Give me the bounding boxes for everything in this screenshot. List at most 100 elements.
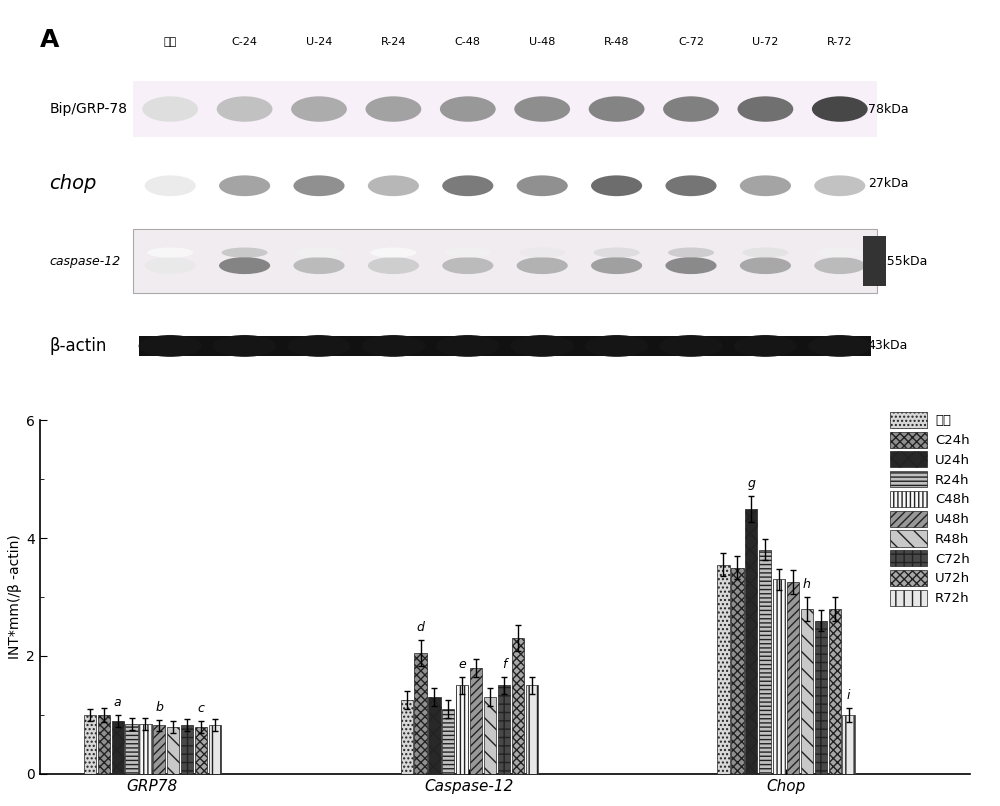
Ellipse shape <box>366 96 421 122</box>
Ellipse shape <box>817 247 863 258</box>
Text: d: d <box>417 621 425 634</box>
Bar <box>195 727 207 774</box>
Ellipse shape <box>222 247 268 258</box>
Ellipse shape <box>436 335 499 357</box>
Text: U-72: U-72 <box>752 37 779 47</box>
Ellipse shape <box>591 176 642 196</box>
Ellipse shape <box>219 176 270 196</box>
Ellipse shape <box>442 176 493 196</box>
Bar <box>98 715 110 774</box>
Ellipse shape <box>291 96 347 122</box>
Text: c: c <box>198 702 205 715</box>
Text: U-24: U-24 <box>306 37 332 47</box>
Text: h: h <box>803 578 811 591</box>
Text: i: i <box>847 689 850 702</box>
Text: Bip/GRP-78: Bip/GRP-78 <box>49 102 127 116</box>
Ellipse shape <box>368 257 419 274</box>
Ellipse shape <box>139 335 202 357</box>
Ellipse shape <box>812 96 868 122</box>
Text: 42.55kDa: 42.55kDa <box>868 255 928 268</box>
Text: 78kDa: 78kDa <box>868 102 908 115</box>
Ellipse shape <box>445 247 491 258</box>
Ellipse shape <box>659 335 723 357</box>
Bar <box>84 715 96 774</box>
Bar <box>125 724 138 774</box>
Ellipse shape <box>219 257 270 274</box>
Ellipse shape <box>814 176 865 196</box>
Ellipse shape <box>742 247 788 258</box>
Bar <box>773 580 785 774</box>
Text: f: f <box>502 658 506 671</box>
Ellipse shape <box>147 247 193 258</box>
Text: C-48: C-48 <box>455 37 481 47</box>
Ellipse shape <box>594 247 640 258</box>
Ellipse shape <box>665 257 717 274</box>
Ellipse shape <box>440 96 496 122</box>
Ellipse shape <box>740 176 791 196</box>
Ellipse shape <box>517 176 568 196</box>
Text: chop: chop <box>49 174 97 193</box>
Bar <box>815 621 827 774</box>
Ellipse shape <box>517 257 568 274</box>
Text: A: A <box>40 27 59 52</box>
Text: caspase-12: caspase-12 <box>49 255 121 268</box>
Y-axis label: INT*mm(/β -actin): INT*mm(/β -actin) <box>8 534 22 659</box>
Ellipse shape <box>589 96 645 122</box>
Text: R-24: R-24 <box>381 37 406 47</box>
Bar <box>526 685 538 774</box>
Ellipse shape <box>362 335 425 357</box>
Bar <box>731 567 744 774</box>
Bar <box>717 564 730 774</box>
Bar <box>745 509 757 774</box>
Text: R-72: R-72 <box>827 37 853 47</box>
Bar <box>139 724 152 774</box>
Bar <box>133 229 877 293</box>
Ellipse shape <box>217 96 272 122</box>
Bar <box>139 336 871 355</box>
Bar <box>863 236 886 286</box>
Bar <box>414 653 427 774</box>
Ellipse shape <box>142 96 198 122</box>
Ellipse shape <box>442 257 493 274</box>
Bar <box>829 609 841 774</box>
Text: b: b <box>155 700 163 713</box>
Text: 27kDa: 27kDa <box>868 177 908 189</box>
Text: 43kDa: 43kDa <box>868 339 908 352</box>
Bar <box>512 638 524 774</box>
Text: e: e <box>458 658 466 671</box>
Bar <box>759 550 771 774</box>
Ellipse shape <box>145 176 196 196</box>
Ellipse shape <box>519 247 565 258</box>
Ellipse shape <box>591 257 642 274</box>
Bar <box>112 721 124 774</box>
Ellipse shape <box>368 176 419 196</box>
Text: β-actin: β-actin <box>49 337 107 355</box>
Bar <box>456 685 468 774</box>
Text: C-72: C-72 <box>678 37 704 47</box>
Ellipse shape <box>663 96 719 122</box>
Bar <box>498 685 510 774</box>
Ellipse shape <box>665 176 717 196</box>
Bar <box>181 725 193 774</box>
Ellipse shape <box>738 96 793 122</box>
Bar <box>470 667 482 774</box>
Ellipse shape <box>814 257 865 274</box>
Bar <box>133 81 877 137</box>
Text: U-48: U-48 <box>529 37 555 47</box>
Ellipse shape <box>808 335 871 357</box>
Ellipse shape <box>734 335 797 357</box>
Bar <box>787 582 799 774</box>
Bar <box>801 609 813 774</box>
Ellipse shape <box>145 257 196 274</box>
Ellipse shape <box>370 247 416 258</box>
Bar <box>153 725 165 774</box>
Bar <box>484 697 496 774</box>
Text: C-24: C-24 <box>232 37 258 47</box>
Ellipse shape <box>213 335 276 357</box>
Ellipse shape <box>511 335 574 357</box>
Ellipse shape <box>668 247 714 258</box>
Bar <box>167 727 179 774</box>
Ellipse shape <box>585 335 648 357</box>
Text: 对照: 对照 <box>164 37 177 47</box>
Ellipse shape <box>296 247 342 258</box>
